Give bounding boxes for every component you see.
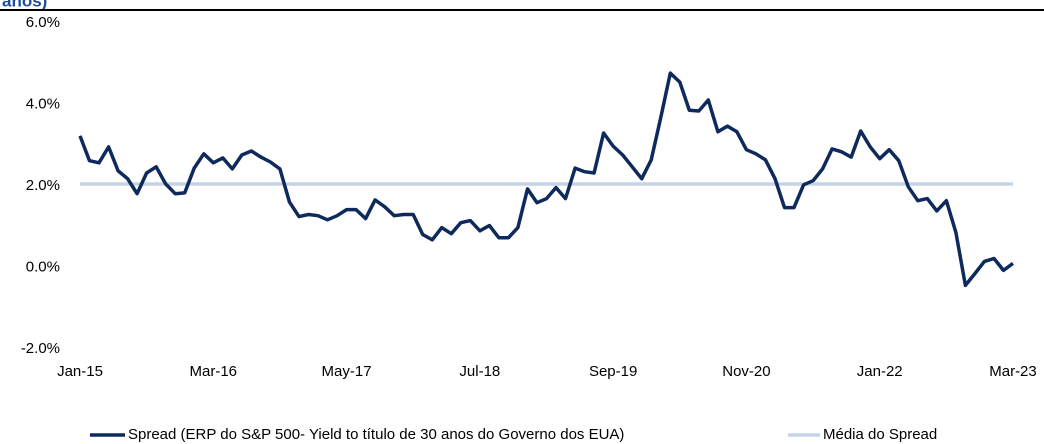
x-tick-label: May-17	[322, 363, 372, 380]
x-tick-label: Nov-20	[722, 363, 770, 380]
series-line	[78, 71, 1015, 288]
y-tick-label: -2.0%	[21, 340, 60, 357]
x-tick-label: Jul-18	[459, 363, 500, 380]
y-tick-label: 0.0%	[26, 258, 60, 275]
x-tick-label: Mar-16	[190, 363, 238, 380]
x-tick-label: Jan-15	[57, 363, 103, 380]
y-tick-label: 6.0%	[26, 14, 60, 31]
y-tick-label: 2.0%	[26, 177, 60, 194]
x-tick-label: Sep-19	[589, 363, 637, 380]
chart-title: anos)	[2, 0, 47, 10]
y-tick-label: 4.0%	[26, 95, 60, 112]
x-tick-label: Mar-23	[989, 363, 1037, 380]
legend-label: Spread (ERP do S&P 500- Yield to título …	[128, 426, 624, 443]
x-tick-label: Jan-22	[857, 363, 903, 380]
legend-label: Média do Spread	[823, 426, 937, 443]
